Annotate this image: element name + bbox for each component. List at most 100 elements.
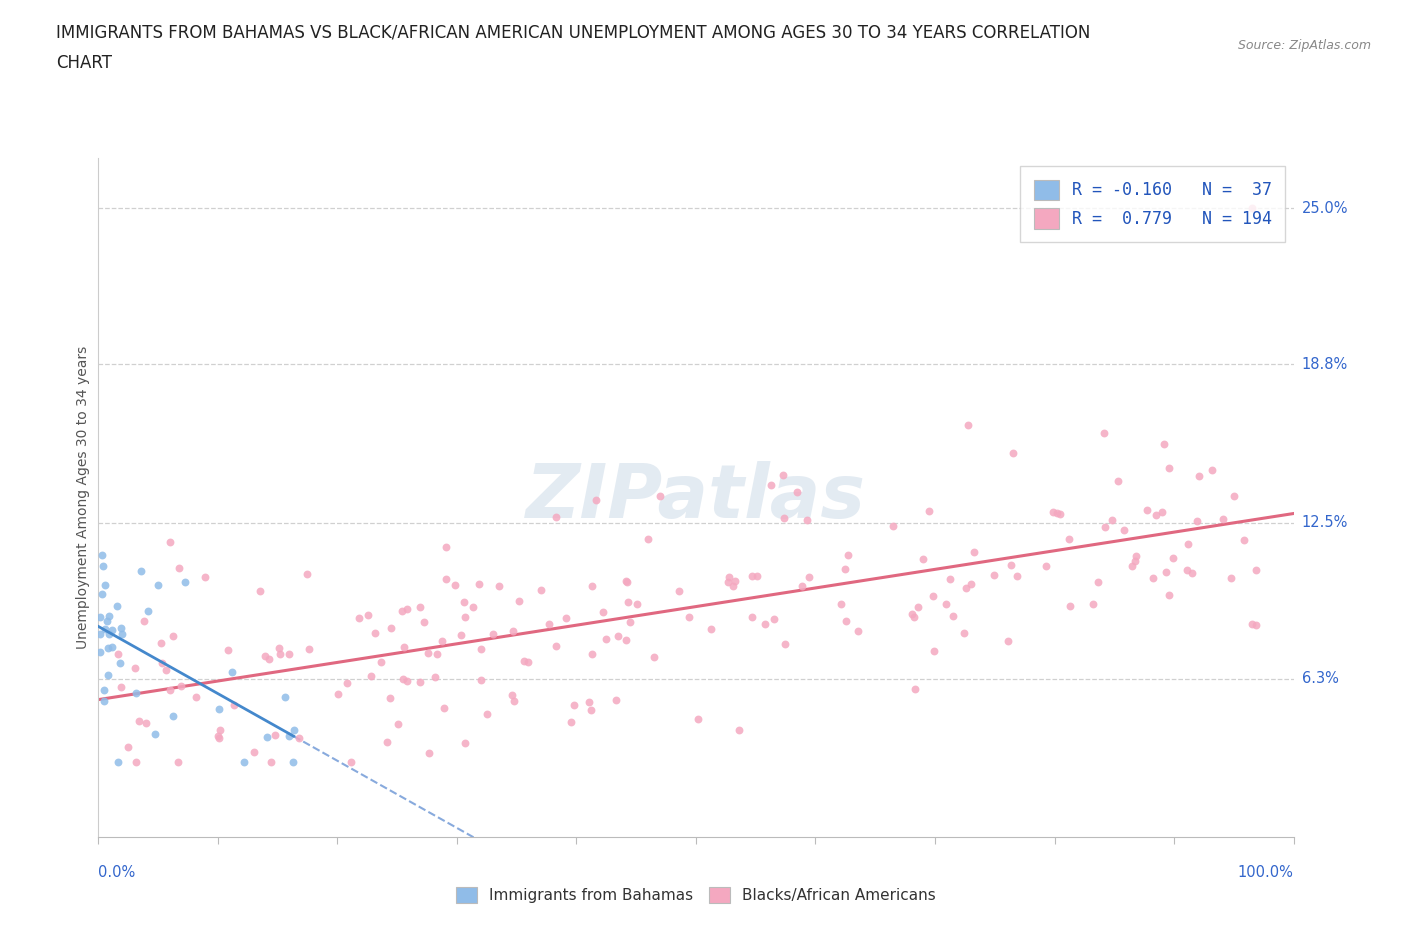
Point — [387, 716, 409, 731]
Point — [242, 744, 264, 759]
Point — [94, 621, 117, 636]
Point — [1136, 503, 1159, 518]
Point — [162, 628, 184, 643]
Point — [1240, 201, 1263, 216]
Point — [1049, 507, 1071, 522]
Point — [796, 512, 818, 527]
Point — [585, 493, 607, 508]
Point — [277, 729, 299, 744]
Point — [562, 698, 585, 713]
Point — [488, 578, 510, 593]
Point — [668, 584, 690, 599]
Point — [409, 674, 432, 689]
Text: Source: ZipAtlas.com: Source: ZipAtlas.com — [1237, 39, 1371, 52]
Point — [1112, 523, 1135, 538]
Point — [1059, 598, 1081, 613]
Point — [911, 551, 934, 566]
Point — [257, 652, 280, 667]
Point — [207, 728, 229, 743]
Point — [607, 629, 630, 644]
Point — [578, 695, 600, 710]
Point — [846, 624, 869, 639]
Point — [98, 627, 121, 642]
Point — [1159, 588, 1181, 603]
Point — [997, 633, 1019, 648]
Point — [396, 674, 419, 689]
Point — [581, 646, 603, 661]
Point — [89, 609, 111, 624]
Point — [773, 637, 796, 652]
Point — [834, 562, 856, 577]
Point — [288, 730, 311, 745]
Point — [347, 611, 370, 626]
Text: CHART: CHART — [56, 54, 112, 72]
Point — [254, 648, 277, 663]
Point — [508, 593, 530, 608]
Point — [136, 604, 159, 618]
Point — [1005, 568, 1028, 583]
Point — [408, 600, 430, 615]
Point — [392, 671, 415, 686]
Point — [1059, 532, 1081, 547]
Point — [688, 711, 710, 726]
Point — [150, 635, 173, 650]
Point — [426, 646, 449, 661]
Point — [96, 614, 118, 629]
Text: 25.0%: 25.0% — [1302, 201, 1348, 216]
Point — [962, 544, 984, 559]
Point — [741, 568, 763, 583]
Point — [1153, 437, 1175, 452]
Point — [174, 574, 197, 589]
Text: 6.3%: 6.3% — [1302, 671, 1339, 686]
Point — [1144, 508, 1167, 523]
Point — [837, 547, 859, 562]
Point — [1223, 488, 1246, 503]
Point — [581, 702, 603, 717]
Point — [167, 754, 190, 769]
Point — [555, 610, 578, 625]
Point — [222, 698, 245, 712]
Point — [117, 739, 139, 754]
Point — [93, 683, 115, 698]
Point — [1046, 505, 1069, 520]
Text: 18.8%: 18.8% — [1302, 357, 1348, 372]
Point — [283, 723, 305, 737]
Point — [605, 693, 627, 708]
Point — [903, 609, 925, 624]
Point — [167, 561, 190, 576]
Point — [1101, 513, 1123, 528]
Point — [772, 511, 794, 525]
Point — [217, 643, 239, 658]
Point — [184, 690, 207, 705]
Point — [89, 644, 111, 659]
Point — [907, 600, 929, 615]
Text: IMMIGRANTS FROM BAHAMAS VS BLACK/AFRICAN AMERICAN UNEMPLOYMENT AMONG AGES 30 TO : IMMIGRANTS FROM BAHAMAS VS BLACK/AFRICAN… — [56, 23, 1091, 41]
Point — [418, 645, 440, 660]
Point — [745, 568, 768, 583]
Point — [339, 754, 361, 769]
Point — [97, 668, 120, 683]
Point — [155, 663, 177, 678]
Point — [957, 418, 980, 432]
Point — [502, 694, 524, 709]
Point — [619, 615, 641, 630]
Point — [637, 532, 659, 547]
Point — [1244, 618, 1267, 632]
Point — [208, 702, 231, 717]
Point — [391, 604, 413, 618]
Point — [470, 673, 492, 688]
Point — [91, 586, 114, 601]
Point — [101, 623, 124, 638]
Point — [101, 639, 124, 654]
Point — [209, 723, 232, 737]
Point — [626, 597, 648, 612]
Point — [1161, 551, 1184, 565]
Point — [1181, 565, 1204, 580]
Point — [418, 746, 440, 761]
Point — [1233, 533, 1256, 548]
Point — [135, 715, 157, 730]
Point — [1175, 563, 1198, 578]
Point — [454, 609, 477, 624]
Point — [283, 754, 305, 769]
Point — [454, 736, 477, 751]
